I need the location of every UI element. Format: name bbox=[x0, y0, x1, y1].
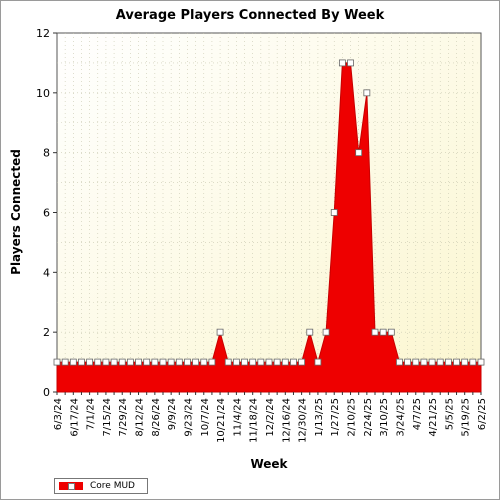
y-axis-label: Players Connected bbox=[9, 149, 23, 275]
data-point bbox=[143, 358, 151, 366]
x-tick-label: 3/10/25 bbox=[379, 398, 390, 437]
data-point bbox=[428, 358, 436, 366]
data-point bbox=[298, 358, 306, 366]
y-tick-label: 0 bbox=[43, 386, 50, 399]
data-point bbox=[347, 59, 354, 67]
x-tick-label: 11/18/24 bbox=[249, 398, 260, 443]
x-tick-label: 7/29/24 bbox=[118, 398, 129, 437]
data-point bbox=[102, 358, 110, 366]
data-point bbox=[135, 358, 142, 366]
marker-layer bbox=[53, 59, 485, 366]
grid-layer bbox=[57, 33, 481, 392]
x-tick-label: 12/16/24 bbox=[281, 398, 292, 443]
x-tick-label: 12/2/24 bbox=[265, 398, 276, 437]
data-point bbox=[86, 358, 94, 366]
data-point bbox=[159, 358, 167, 366]
data-point bbox=[249, 358, 257, 366]
data-point bbox=[192, 358, 200, 366]
x-tick-label: 9/23/24 bbox=[183, 398, 194, 437]
data-point bbox=[444, 358, 452, 366]
data-point bbox=[371, 328, 379, 336]
data-point bbox=[69, 358, 77, 366]
data-point bbox=[355, 149, 363, 157]
data-point bbox=[363, 89, 371, 97]
x-tick-label: 11/4/24 bbox=[232, 398, 243, 437]
x-tick-label: 7/15/24 bbox=[102, 398, 113, 437]
y-tick-label: 12 bbox=[36, 27, 50, 40]
data-point bbox=[412, 358, 420, 366]
data-point bbox=[118, 358, 126, 366]
data-point bbox=[94, 358, 102, 366]
data-point bbox=[290, 358, 297, 366]
y-tick-label: 10 bbox=[36, 87, 50, 100]
x-tick-label: 5/19/25 bbox=[461, 398, 472, 437]
axis-layer: 0 2 4 6 8 10 12 6/3/24 6/17/24 7/1/24 7/15/24 7/29/… bbox=[36, 27, 488, 443]
data-point bbox=[453, 358, 460, 366]
y-tick-label: 4 bbox=[43, 266, 50, 279]
data-point bbox=[461, 358, 469, 366]
data-point bbox=[232, 358, 240, 366]
data-point bbox=[126, 358, 134, 366]
x-tick-label: 12/30/24 bbox=[298, 398, 309, 443]
data-point bbox=[78, 358, 85, 366]
x-tick-label: 2/10/25 bbox=[347, 398, 358, 437]
x-tick-label: 2/24/25 bbox=[363, 398, 374, 437]
x-axis-label: Week bbox=[250, 457, 288, 471]
data-point bbox=[257, 358, 265, 366]
x-tick-label: 7/1/24 bbox=[86, 398, 97, 430]
data-point bbox=[61, 358, 69, 366]
x-tick-label: 4/21/25 bbox=[428, 398, 439, 437]
y-tick-label: 6 bbox=[43, 207, 50, 220]
data-point bbox=[273, 358, 281, 366]
chart-title: Average Players Connected By Week bbox=[115, 8, 385, 23]
x-tick-label: 10/7/24 bbox=[200, 398, 211, 437]
data-point bbox=[306, 328, 314, 336]
x-tick-label: 6/17/24 bbox=[69, 398, 80, 437]
x-tick-label: 5/5/25 bbox=[444, 398, 455, 430]
data-point bbox=[387, 328, 395, 336]
data-point bbox=[53, 358, 61, 366]
data-point bbox=[184, 358, 191, 366]
legend: Core MUD bbox=[54, 478, 148, 494]
data-point bbox=[322, 328, 330, 336]
data-point bbox=[314, 358, 322, 366]
data-point bbox=[216, 328, 224, 336]
data-point bbox=[208, 358, 216, 366]
data-point bbox=[151, 358, 159, 366]
x-tick-label: 6/3/24 bbox=[53, 398, 64, 430]
data-point bbox=[241, 358, 248, 366]
x-tick-label: 1/13/25 bbox=[314, 398, 325, 437]
data-point bbox=[396, 358, 403, 366]
y-tick-label: 8 bbox=[43, 147, 50, 160]
data-point bbox=[167, 358, 175, 366]
x-tick-label: 10/21/24 bbox=[216, 398, 227, 443]
x-tick-label: 3/24/25 bbox=[395, 398, 406, 437]
data-point bbox=[436, 358, 444, 366]
x-tick-label: 9/9/24 bbox=[167, 398, 178, 430]
legend-label: Core MUD bbox=[90, 481, 135, 491]
y-tick-label: 2 bbox=[43, 326, 50, 339]
data-point bbox=[338, 59, 346, 67]
x-tick-label: 8/26/24 bbox=[151, 398, 162, 437]
x-tick-label: 4/7/25 bbox=[412, 398, 423, 430]
data-point bbox=[224, 358, 232, 366]
data-point bbox=[379, 328, 387, 336]
data-point bbox=[175, 358, 183, 366]
data-point bbox=[110, 358, 118, 366]
data-point bbox=[200, 358, 208, 366]
data-point bbox=[330, 209, 338, 216]
x-tick-label: 1/27/25 bbox=[330, 398, 341, 437]
legend-swatch bbox=[59, 482, 83, 490]
data-point bbox=[420, 358, 428, 366]
data-point bbox=[469, 358, 477, 366]
data-point bbox=[281, 358, 289, 366]
x-tick-label: 6/2/25 bbox=[477, 398, 488, 430]
data-point bbox=[265, 358, 273, 366]
data-point bbox=[404, 358, 412, 366]
x-tick-label: 8/12/24 bbox=[135, 398, 146, 437]
data-point bbox=[477, 358, 485, 366]
